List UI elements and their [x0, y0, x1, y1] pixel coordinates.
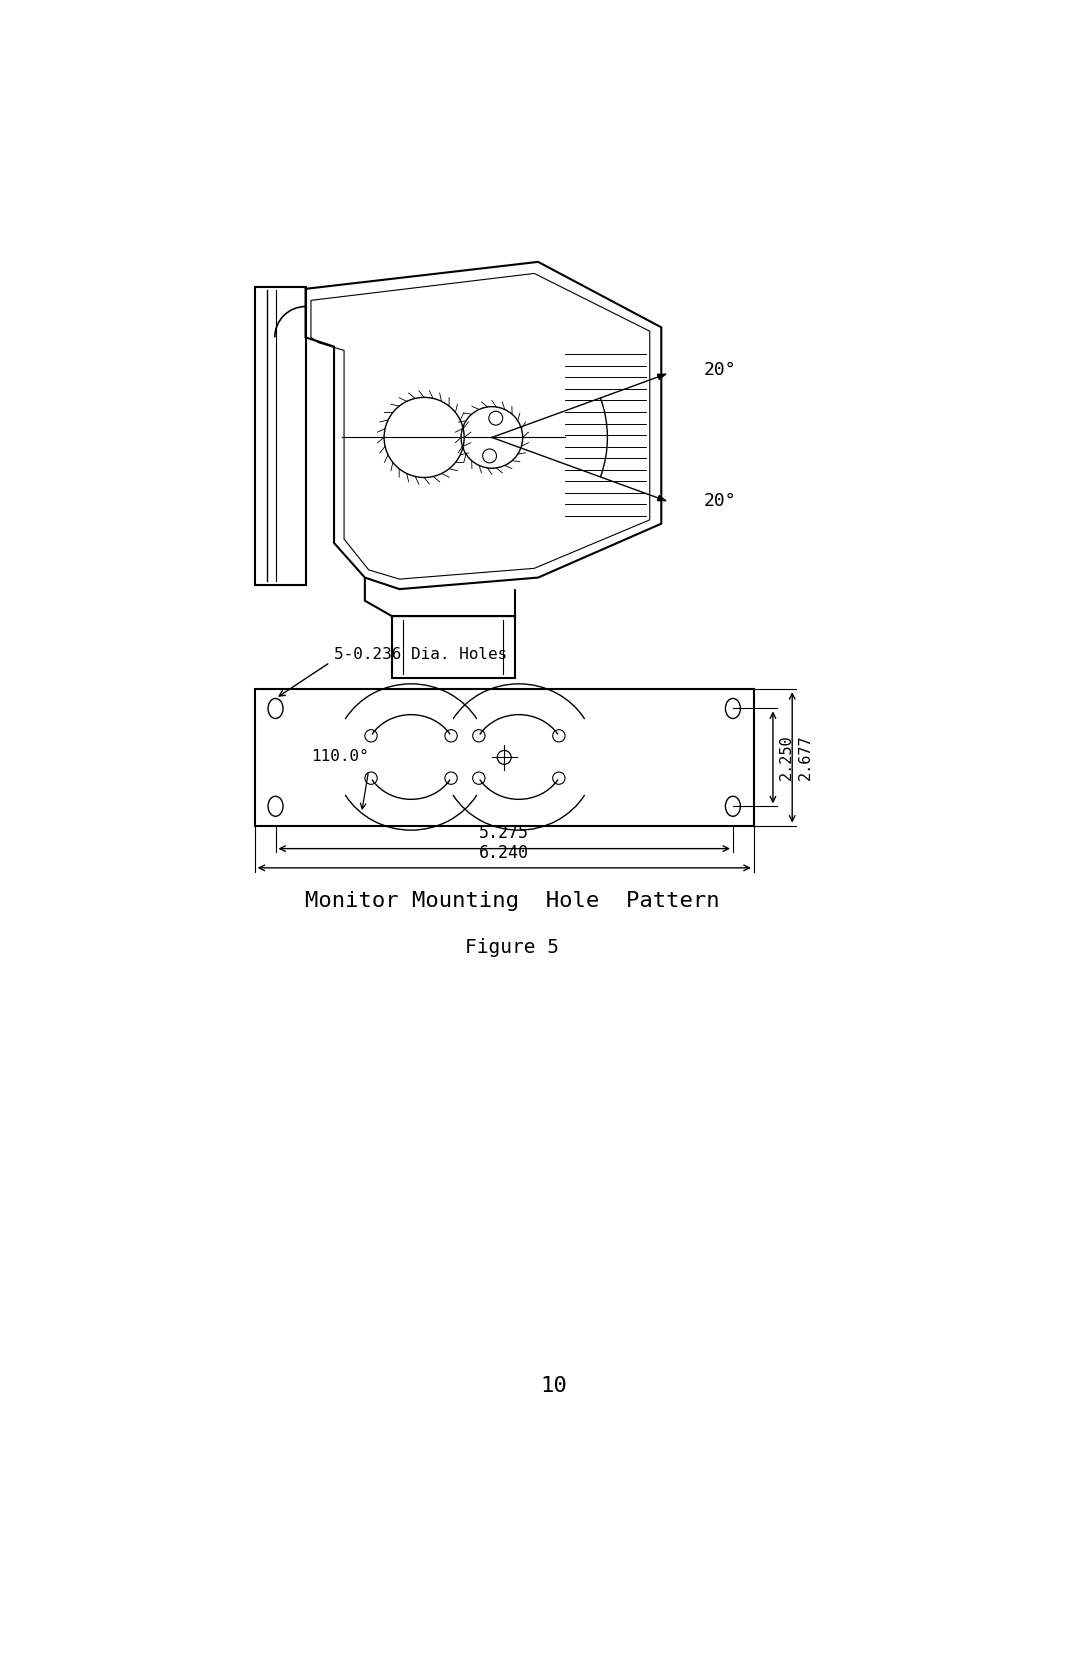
Polygon shape [658, 374, 665, 379]
Text: 5-0.236 Dia. Holes: 5-0.236 Dia. Holes [334, 648, 508, 663]
Text: 20°: 20° [704, 492, 737, 509]
Text: 20°: 20° [704, 361, 737, 379]
Text: 6.240: 6.240 [480, 845, 529, 861]
Text: 2.250: 2.250 [779, 734, 794, 779]
Text: 110.0°: 110.0° [311, 749, 368, 764]
Text: 5.275: 5.275 [480, 824, 529, 843]
Polygon shape [658, 496, 665, 501]
Text: 2.677: 2.677 [798, 734, 813, 779]
Text: 10: 10 [540, 1375, 567, 1395]
Text: Monitor Mounting  Hole  Pattern: Monitor Mounting Hole Pattern [305, 891, 719, 911]
Text: Figure 5: Figure 5 [464, 938, 559, 956]
